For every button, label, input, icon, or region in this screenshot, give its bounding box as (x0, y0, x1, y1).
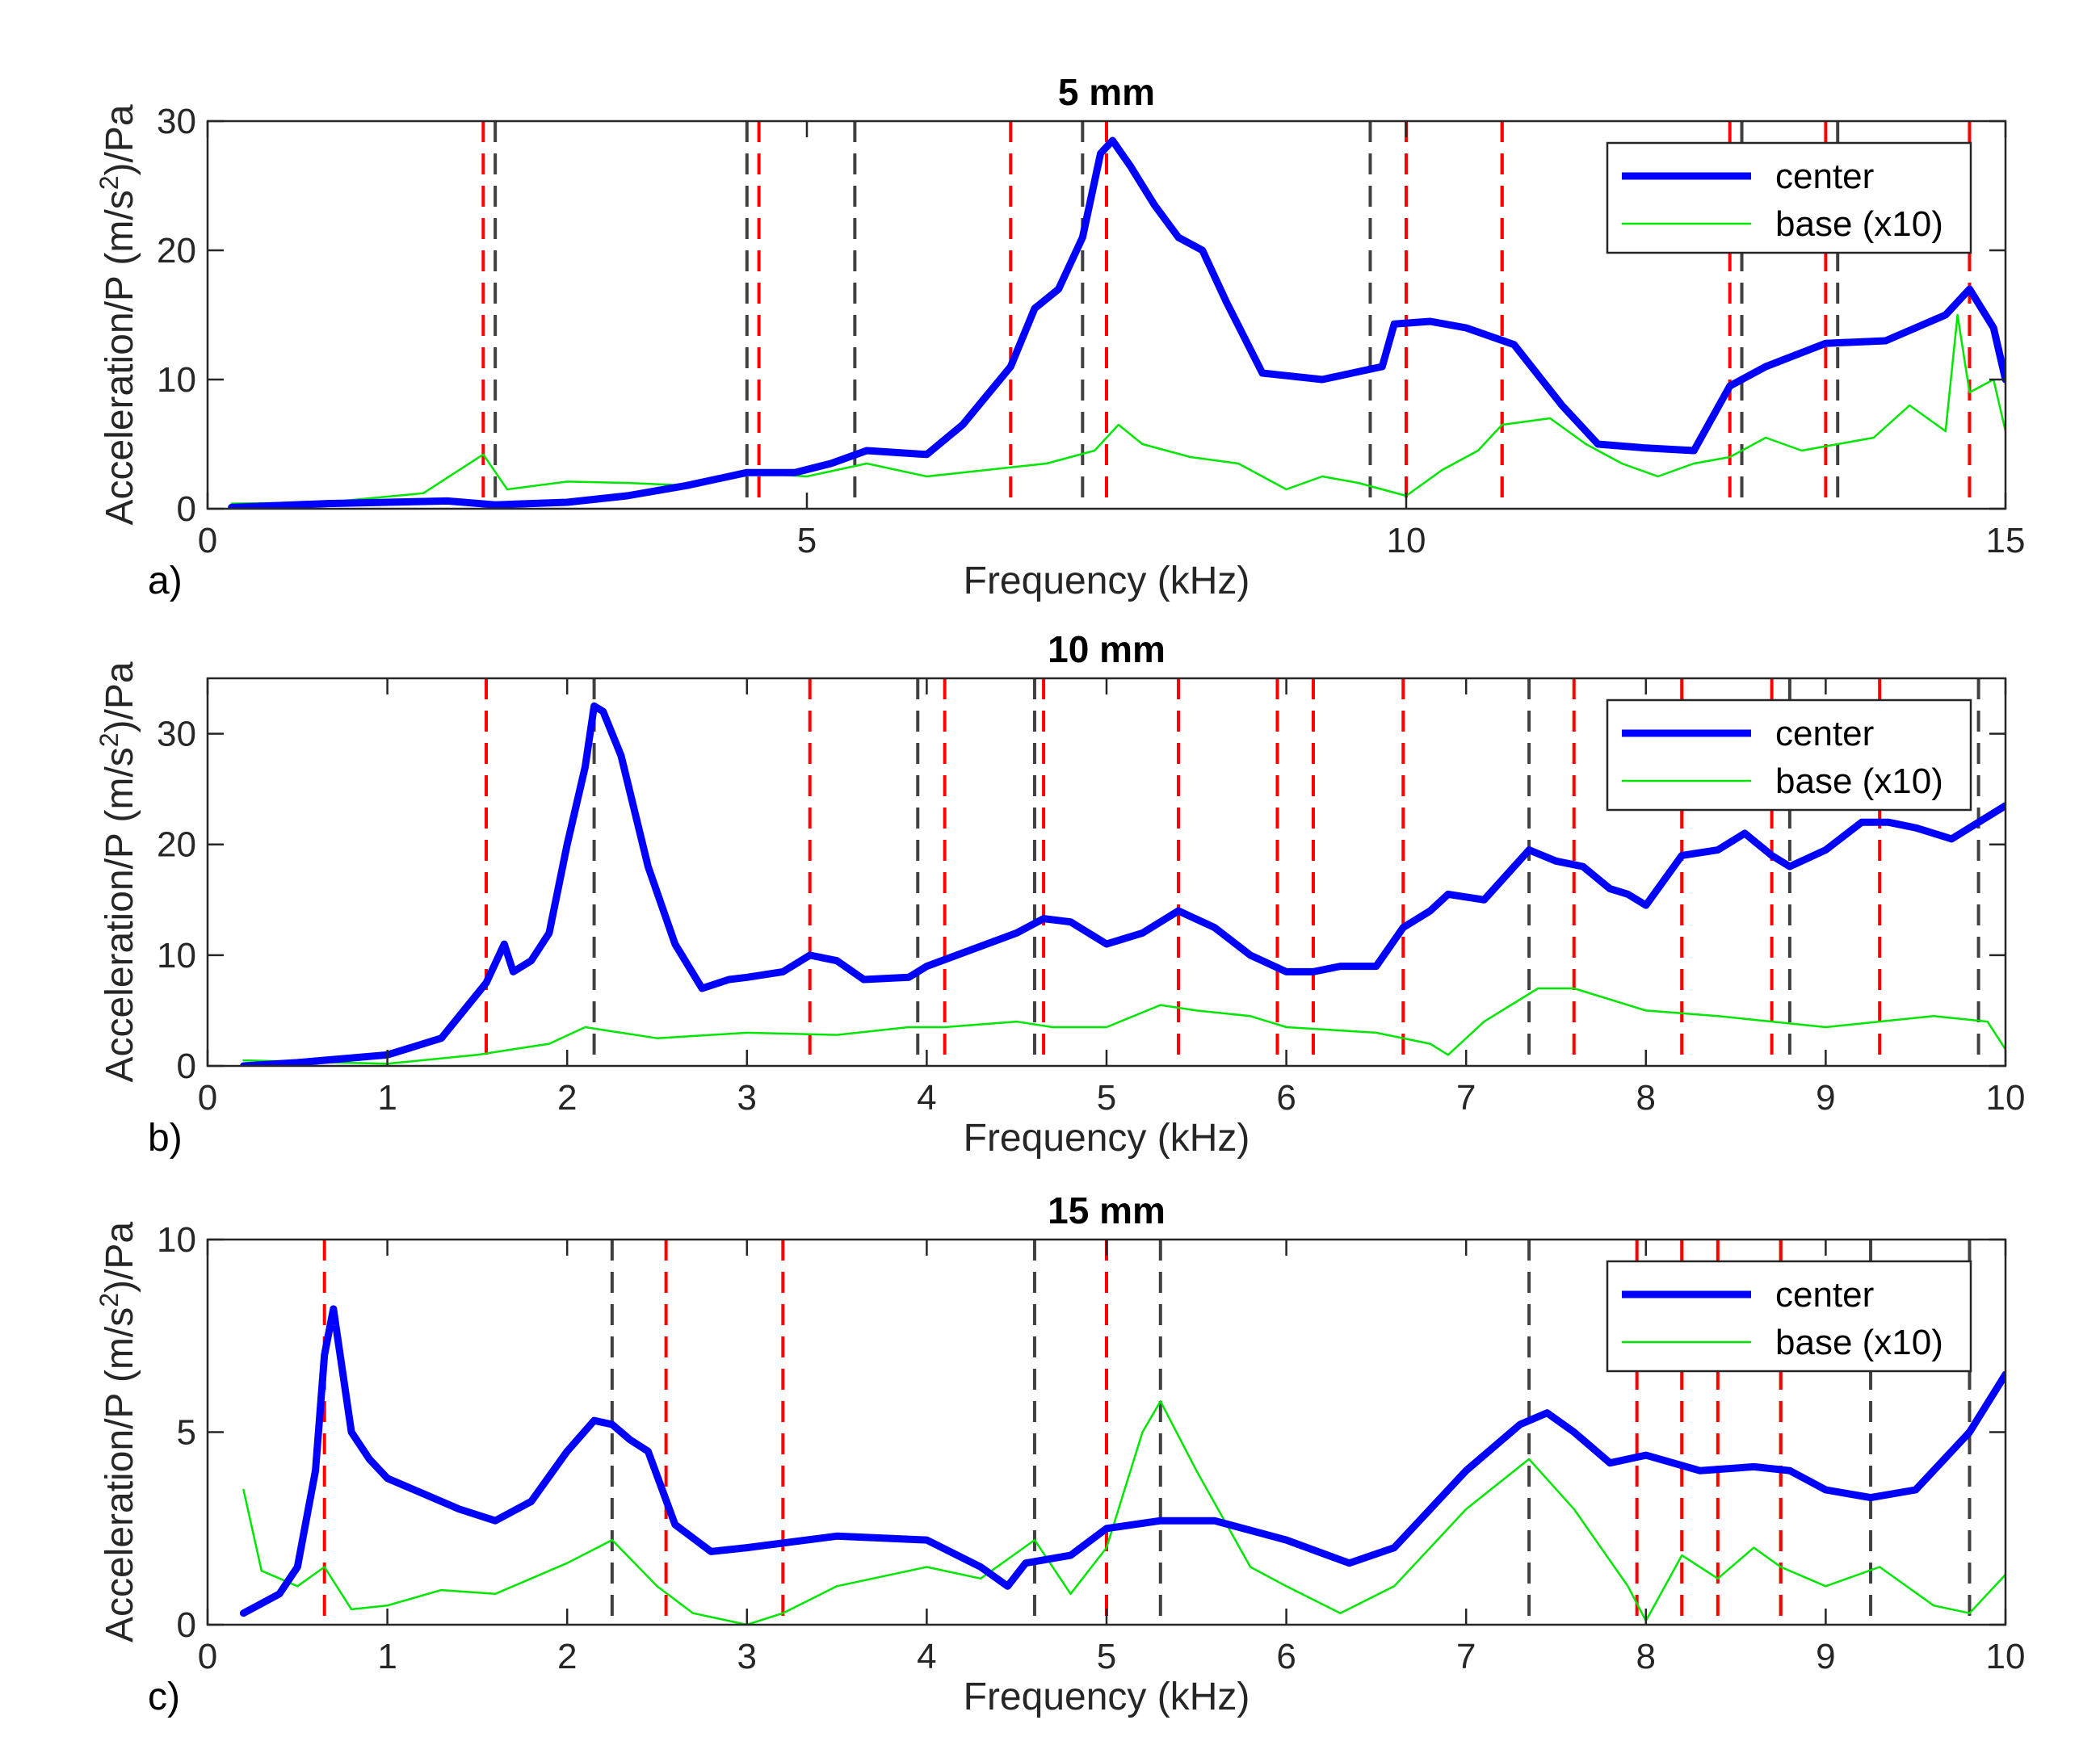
base-series-line (230, 313, 2006, 505)
chart-title: 15 mm (1048, 1189, 1166, 1231)
legend-box (1606, 698, 1972, 812)
x-tick-label: 0 (198, 1637, 217, 1676)
x-axis-label: Frequency (kHz) (964, 1117, 1250, 1160)
x-tick-label: 15 (1986, 521, 2026, 560)
x-tick-label: 8 (1636, 1637, 1656, 1676)
y-tick-label: 5 (177, 1413, 196, 1453)
x-tick-label: 7 (1456, 1637, 1476, 1676)
legend: center base (x10) (1606, 1260, 1972, 1373)
y-tick-label: 10 (157, 360, 196, 400)
series-group (240, 702, 2006, 1066)
y-tick-label: 0 (177, 1605, 196, 1645)
y-tick-label: 10 (157, 936, 196, 975)
x-tick-label: 2 (557, 1078, 577, 1118)
y-tick-label: 0 (177, 489, 196, 529)
y-tick-label: 30 (157, 102, 196, 141)
x-tick-label: 3 (737, 1637, 757, 1676)
x-tick-label: 4 (917, 1078, 936, 1118)
y-axis-label: Acceleration/P (m/s2)/Pa (94, 104, 141, 525)
y-axis-label: Acceleration/P (m/s2)/Pa (94, 1222, 141, 1642)
mode-lines (481, 121, 1972, 509)
x-tick-label: 4 (917, 1637, 936, 1676)
x-tick-label: 5 (1097, 1637, 1116, 1676)
x-tick-label: 3 (737, 1078, 757, 1118)
panel-label: a) (148, 560, 183, 602)
x-axis-label: Frequency (kHz) (964, 1676, 1250, 1718)
x-tick-label: 6 (1276, 1637, 1296, 1676)
base-series-line (242, 987, 2006, 1065)
panel-label: b) (148, 1117, 183, 1160)
x-tick-label: 7 (1456, 1078, 1476, 1118)
x-tick-label: 1 (377, 1637, 397, 1676)
mode-lines (485, 678, 1980, 1066)
x-tick-label: 5 (1097, 1078, 1116, 1118)
legend-center-label: center (1775, 1275, 1874, 1315)
legend: center base (x10) (1606, 141, 1972, 254)
y-tick-label: 20 (157, 231, 196, 271)
x-tick-label: 5 (797, 521, 817, 560)
legend-center-label: center (1775, 157, 1874, 196)
legend-box (1606, 1260, 1972, 1373)
x-tick-label: 0 (198, 1078, 217, 1118)
series-group (228, 136, 2006, 509)
panel-c: 0 1 2 3 4 5 6 7 8 9 10 0 5 10 15 mm Frequency (kHz) Acce… (94, 1189, 2025, 1718)
center-series-line (240, 1305, 2006, 1617)
x-axis-label: Frequency (kHz) (964, 560, 1250, 602)
legend-base-label: base (x10) (1775, 761, 1943, 801)
x-tick-label: 8 (1636, 1078, 1656, 1118)
y-tick-label: 30 (157, 715, 196, 754)
x-tick-label: 10 (1387, 521, 1426, 560)
x-tick-label: 0 (198, 521, 217, 560)
legend-base-label: base (x10) (1775, 204, 1943, 244)
x-tick-label: 6 (1276, 1078, 1296, 1118)
panel-b: 0 1 2 3 4 5 6 7 8 9 10 0 10 20 30 10 mm Frequency (kHz) A… (94, 628, 2025, 1160)
panel-label: c) (148, 1676, 180, 1718)
axes-frame (206, 120, 2007, 510)
center-series-line (228, 136, 2006, 509)
x-tick-label: 10 (1986, 1637, 2026, 1676)
y-tick-label: 0 (177, 1047, 196, 1086)
center-series-line (240, 702, 2006, 1066)
y-axis-label: Acceleration/P (m/s2)/Pa (94, 661, 141, 1082)
chart-title: 5 mm (1058, 71, 1155, 113)
x-tick-label: 9 (1816, 1078, 1835, 1118)
x-tick-label: 9 (1816, 1637, 1835, 1676)
y-tick-label: 20 (157, 825, 196, 865)
x-tick-label: 2 (557, 1637, 577, 1676)
series-group (240, 1305, 2006, 1625)
panel-a: 0 5 10 15 0 10 20 30 5 mm Frequency (kHz) Accelera… (94, 71, 2025, 602)
base-series-line (242, 1400, 2006, 1625)
x-tick-label: 1 (377, 1078, 397, 1118)
chart-title: 10 mm (1048, 628, 1166, 670)
legend-center-label: center (1775, 714, 1874, 753)
y-tick-label: 10 (157, 1220, 196, 1260)
legend: center base (x10) (1606, 698, 1972, 812)
legend-base-label: base (x10) (1775, 1323, 1943, 1362)
legend-box (1606, 141, 1972, 254)
x-tick-label: 10 (1986, 1078, 2026, 1118)
